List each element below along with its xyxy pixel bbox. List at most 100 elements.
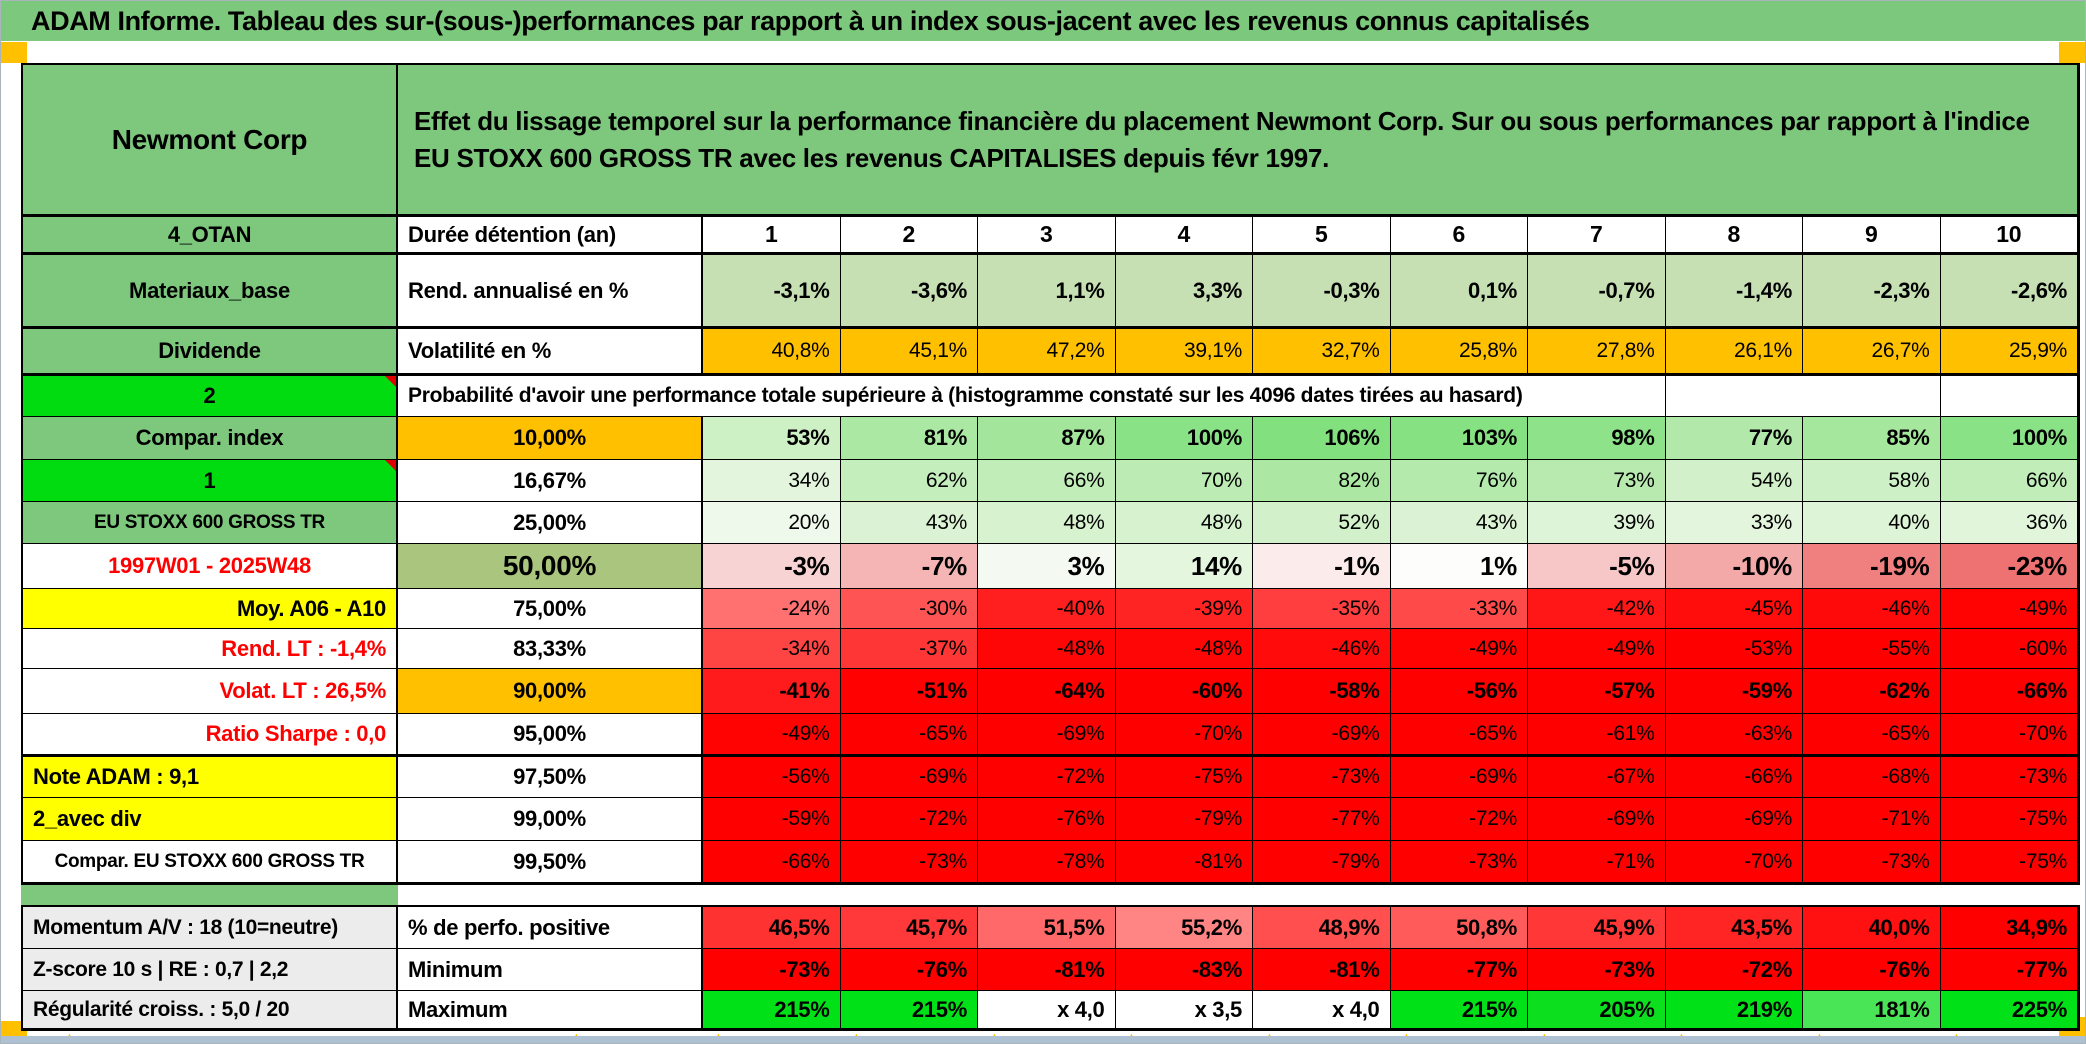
cell-volat-1[interactable]: 40,8%	[703, 329, 841, 374]
empty-cell[interactable]	[1665, 376, 1941, 417]
cell-p95-4[interactable]: -70%	[1115, 714, 1253, 755]
cell-p99-10[interactable]: -75%	[1940, 798, 2078, 841]
cell-p90-1[interactable]: -41%	[703, 669, 841, 714]
cell-p75-6[interactable]: -33%	[1390, 589, 1528, 629]
cell-rend-3[interactable]: 1,1%	[978, 255, 1116, 327]
cell-p25-5[interactable]: 52%	[1253, 502, 1391, 544]
cell-p1667-8[interactable]: 54%	[1665, 460, 1803, 502]
cell-p25-8[interactable]: 33%	[1665, 502, 1803, 544]
cell-duree-10[interactable]: 10	[1940, 217, 2078, 253]
row-label-max[interactable]: Régularité croiss. : 5,0 / 20	[23, 991, 398, 1029]
cell-p50-5[interactable]: -1%	[1253, 544, 1391, 589]
cell-p95-5[interactable]: -69%	[1253, 714, 1391, 755]
cell-p75-8[interactable]: -45%	[1665, 589, 1803, 629]
cell-p95-8[interactable]: -63%	[1665, 714, 1803, 755]
cell-volat-10[interactable]: 25,9%	[1940, 329, 2078, 374]
cell-p975-9[interactable]: -68%	[1803, 757, 1941, 798]
cell-p25-10[interactable]: 36%	[1940, 502, 2078, 544]
cell-p99-4[interactable]: -79%	[1115, 798, 1253, 841]
cell-p995-1[interactable]: -66%	[703, 841, 841, 883]
cell-p975-6[interactable]: -69%	[1390, 757, 1528, 798]
cell-max-3[interactable]: x 4,0	[978, 991, 1116, 1029]
cell-p975-4[interactable]: -75%	[1115, 757, 1253, 798]
cell-volat-2[interactable]: 45,1%	[840, 329, 978, 374]
cell-rend-2[interactable]: -3,6%	[840, 255, 978, 327]
row-header-p995[interactable]: 99,50%	[398, 841, 703, 883]
row-header-rend[interactable]: Rend. annualisé en %	[398, 255, 703, 327]
cell-duree-1[interactable]: 1	[703, 217, 841, 253]
cell-p995-4[interactable]: -81%	[1115, 841, 1253, 883]
cell-rend-6[interactable]: 0,1%	[1390, 255, 1528, 327]
cell-p90-9[interactable]: -62%	[1803, 669, 1941, 714]
row-label-duree[interactable]: 4_OTAN	[23, 217, 398, 253]
cell-perf-9[interactable]: 40,0%	[1803, 907, 1941, 949]
cell-perf-10[interactable]: 34,9%	[1940, 907, 2078, 949]
row-header-min[interactable]: Minimum	[398, 949, 703, 991]
cell-max-6[interactable]: 215%	[1390, 991, 1528, 1029]
cell-perf-7[interactable]: 45,9%	[1528, 907, 1666, 949]
cell-p995-8[interactable]: -70%	[1665, 841, 1803, 883]
cell-duree-2[interactable]: 2	[840, 217, 978, 253]
cell-p8333-2[interactable]: -37%	[840, 629, 978, 669]
cell-p90-5[interactable]: -58%	[1253, 669, 1391, 714]
cell-p8333-7[interactable]: -49%	[1528, 629, 1666, 669]
cell-p75-10[interactable]: -49%	[1940, 589, 2078, 629]
cell-p90-7[interactable]: -57%	[1528, 669, 1666, 714]
cell-p75-3[interactable]: -40%	[978, 589, 1116, 629]
cell-p25-2[interactable]: 43%	[840, 502, 978, 544]
cell-duree-4[interactable]: 4	[1115, 217, 1253, 253]
row-header-p25[interactable]: 25,00%	[398, 502, 703, 544]
cell-p10-4[interactable]: 100%	[1115, 417, 1253, 460]
cell-min-6[interactable]: -77%	[1390, 949, 1528, 991]
cell-p1667-10[interactable]: 66%	[1940, 460, 2078, 502]
cell-p8333-4[interactable]: -48%	[1115, 629, 1253, 669]
cell-p50-3[interactable]: 3%	[978, 544, 1116, 589]
cell-p25-4[interactable]: 48%	[1115, 502, 1253, 544]
cell-rend-9[interactable]: -2,3%	[1803, 255, 1941, 327]
row-header-perf[interactable]: % de perfo. positive	[398, 907, 703, 949]
cell-p975-10[interactable]: -73%	[1940, 757, 2078, 798]
probability-caption-cell[interactable]: Probabilité d'avoir une performance tota…	[398, 376, 1666, 417]
cell-p75-7[interactable]: -42%	[1528, 589, 1666, 629]
cell-min-9[interactable]: -76%	[1803, 949, 1941, 991]
row-label-volat[interactable]: Dividende	[23, 329, 398, 374]
cell-p25-9[interactable]: 40%	[1803, 502, 1941, 544]
cell-perf-1[interactable]: 46,5%	[703, 907, 841, 949]
cell-rend-5[interactable]: -0,3%	[1253, 255, 1391, 327]
cell-p99-2[interactable]: -72%	[840, 798, 978, 841]
cell-p99-5[interactable]: -77%	[1253, 798, 1391, 841]
cell-p75-5[interactable]: -35%	[1253, 589, 1391, 629]
cell-max-5[interactable]: x 4,0	[1253, 991, 1391, 1029]
cell-p95-2[interactable]: -65%	[840, 714, 978, 755]
cell-perf-3[interactable]: 51,5%	[978, 907, 1116, 949]
cell-p995-2[interactable]: -73%	[840, 841, 978, 883]
cell-volat-7[interactable]: 27,8%	[1528, 329, 1666, 374]
row-label-min[interactable]: Z-score 10 s | RE : 0,7 | 2,2	[23, 949, 398, 991]
cell-min-5[interactable]: -81%	[1253, 949, 1391, 991]
cell-rend-10[interactable]: -2,6%	[1940, 255, 2078, 327]
cell-p95-3[interactable]: -69%	[978, 714, 1116, 755]
cell-p99-6[interactable]: -72%	[1390, 798, 1528, 841]
row-header-p99[interactable]: 99,00%	[398, 798, 703, 841]
cell-max-8[interactable]: 219%	[1665, 991, 1803, 1029]
cell-p90-4[interactable]: -60%	[1115, 669, 1253, 714]
cell-rend-4[interactable]: 3,3%	[1115, 255, 1253, 327]
cell-p50-2[interactable]: -7%	[840, 544, 978, 589]
cell-p1667-9[interactable]: 58%	[1803, 460, 1941, 502]
cell-p95-10[interactable]: -70%	[1940, 714, 2078, 755]
row-label-p99[interactable]: 2_avec div	[23, 798, 398, 841]
cell-min-8[interactable]: -72%	[1665, 949, 1803, 991]
row-header-p975[interactable]: 97,50%	[398, 757, 703, 798]
row-label-p8333[interactable]: Rend. LT : -1,4%	[23, 629, 398, 669]
cell-p50-9[interactable]: -19%	[1803, 544, 1941, 589]
cell-p10-10[interactable]: 100%	[1940, 417, 2078, 460]
cell-perf-8[interactable]: 43,5%	[1665, 907, 1803, 949]
row-label-p75[interactable]: Moy. A06 - A10	[23, 589, 398, 629]
cell-p50-6[interactable]: 1%	[1390, 544, 1528, 589]
cell-p975-8[interactable]: -66%	[1665, 757, 1803, 798]
cell-volat-9[interactable]: 26,7%	[1803, 329, 1941, 374]
cell-min-1[interactable]: -73%	[703, 949, 841, 991]
cell-p50-1[interactable]: -3%	[703, 544, 841, 589]
cell-duree-6[interactable]: 6	[1390, 217, 1528, 253]
row-header-p1667[interactable]: 16,67%	[398, 460, 703, 502]
